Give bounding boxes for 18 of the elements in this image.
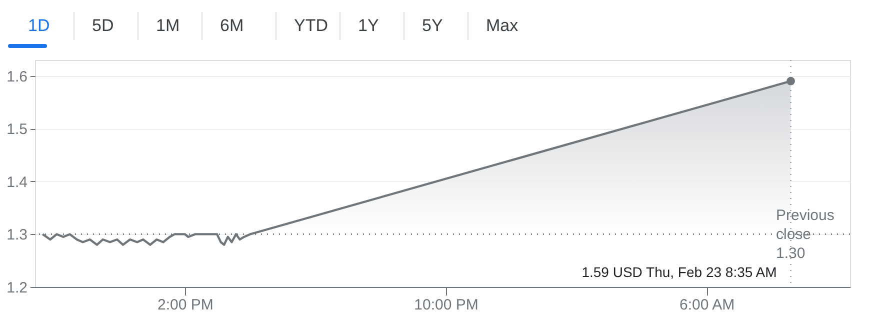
x-tick-label: 10:00 PM	[414, 296, 478, 314]
text: 6M	[220, 16, 244, 35]
ref-line-label: Previous close 1.30	[776, 207, 834, 262]
text: 1Y	[358, 16, 379, 35]
y-tick-label: 1.5	[6, 121, 28, 138]
text: 1D	[28, 16, 50, 35]
annotation: 1.59 USD Thu, Feb 23 8:35 AM	[582, 264, 777, 280]
x-tick-label: 6:00 AM	[680, 296, 735, 314]
text: 5Y	[422, 16, 443, 35]
x-tick-label: 2:00 PM	[158, 296, 214, 314]
text: 5D	[92, 16, 114, 35]
y-tick-label: 1.3	[6, 226, 28, 244]
text: 1M	[156, 16, 180, 35]
text: YTD	[294, 16, 328, 35]
y-tick-label: 1.4	[6, 174, 28, 191]
text: Max	[486, 16, 519, 35]
y-tick-label: 1.2	[6, 280, 28, 296]
y-tick-label: 1.6	[6, 68, 28, 86]
